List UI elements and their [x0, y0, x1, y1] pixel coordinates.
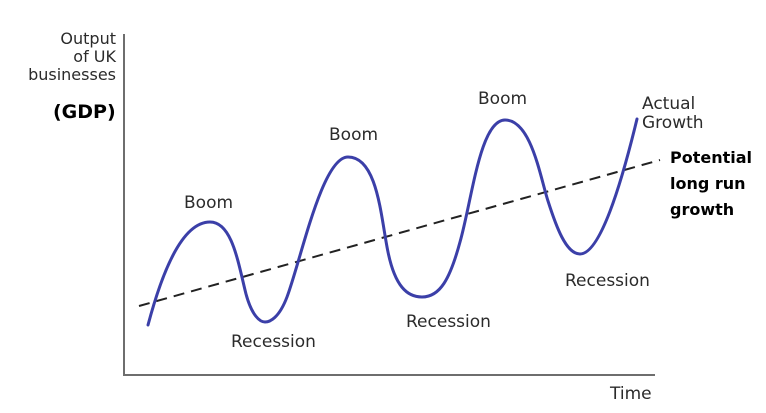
- x-axis-label: Time: [609, 384, 652, 404]
- potential-growth-label-line-1: Potential: [670, 148, 752, 167]
- potential-growth-trend-line: [138, 159, 661, 307]
- potential-growth-label-line-3: growth: [670, 200, 734, 219]
- recession-label-1: Recession: [231, 332, 316, 352]
- actual-growth-curve: [146, 117, 639, 327]
- potential-growth-label: Potential long run growth: [670, 148, 752, 219]
- y-axis-label-line-3: businesses: [28, 65, 116, 84]
- actual-growth-label-line-1: Actual: [642, 94, 695, 114]
- y-axis-label: Output of UK businesses: [28, 29, 116, 84]
- potential-growth-label-line-2: long run: [670, 174, 746, 193]
- recession-label-3: Recession: [565, 271, 650, 291]
- y-axis-unit-label: (GDP): [53, 101, 116, 123]
- boom-label-3: Boom: [478, 89, 527, 109]
- y-axis-label-line-1: Output: [60, 29, 116, 48]
- boom-label-1: Boom: [184, 193, 233, 213]
- recession-label-2: Recession: [406, 312, 491, 332]
- actual-growth-label: Actual Growth: [642, 94, 704, 133]
- y-axis-label-line-2: of UK: [73, 47, 116, 66]
- actual-growth-label-line-2: Growth: [642, 113, 704, 133]
- boom-label-2: Boom: [329, 125, 378, 145]
